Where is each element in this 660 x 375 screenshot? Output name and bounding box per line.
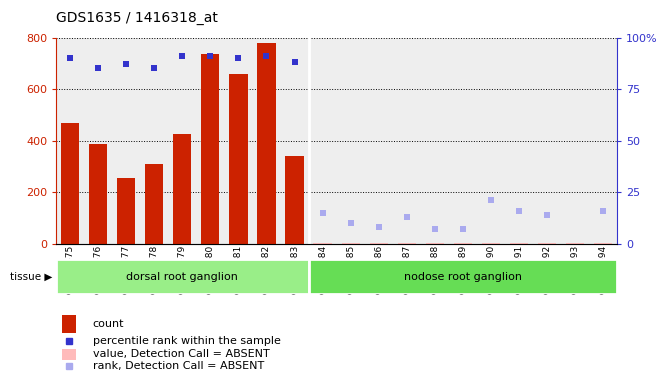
Bar <box>61 123 79 244</box>
Bar <box>56 259 309 294</box>
Bar <box>370 243 388 244</box>
Text: nodose root ganglion: nodose root ganglion <box>404 272 522 282</box>
Text: value, Detection Call = ABSENT: value, Detection Call = ABSENT <box>92 349 269 359</box>
Bar <box>62 349 76 360</box>
Bar <box>538 243 556 244</box>
Bar <box>341 243 360 244</box>
Bar <box>257 43 276 244</box>
Bar <box>229 74 248 244</box>
Bar <box>62 315 76 333</box>
Bar <box>309 259 617 294</box>
Bar <box>482 243 500 244</box>
Bar <box>510 243 528 244</box>
Text: GDS1635 / 1416318_at: GDS1635 / 1416318_at <box>56 11 218 25</box>
Bar <box>453 243 472 244</box>
Bar <box>145 164 164 244</box>
Bar <box>201 54 220 244</box>
Bar <box>285 156 304 244</box>
Bar <box>89 144 108 244</box>
Text: tissue ▶: tissue ▶ <box>11 272 53 282</box>
Text: percentile rank within the sample: percentile rank within the sample <box>92 336 280 346</box>
Bar <box>426 243 444 244</box>
Text: dorsal root ganglion: dorsal root ganglion <box>126 272 238 282</box>
Bar <box>173 134 191 244</box>
Text: count: count <box>92 319 124 329</box>
Bar <box>566 243 584 244</box>
Bar <box>117 178 135 244</box>
Bar <box>397 243 416 244</box>
Bar <box>314 243 332 244</box>
Bar <box>594 243 612 244</box>
Text: rank, Detection Call = ABSENT: rank, Detection Call = ABSENT <box>92 360 264 370</box>
